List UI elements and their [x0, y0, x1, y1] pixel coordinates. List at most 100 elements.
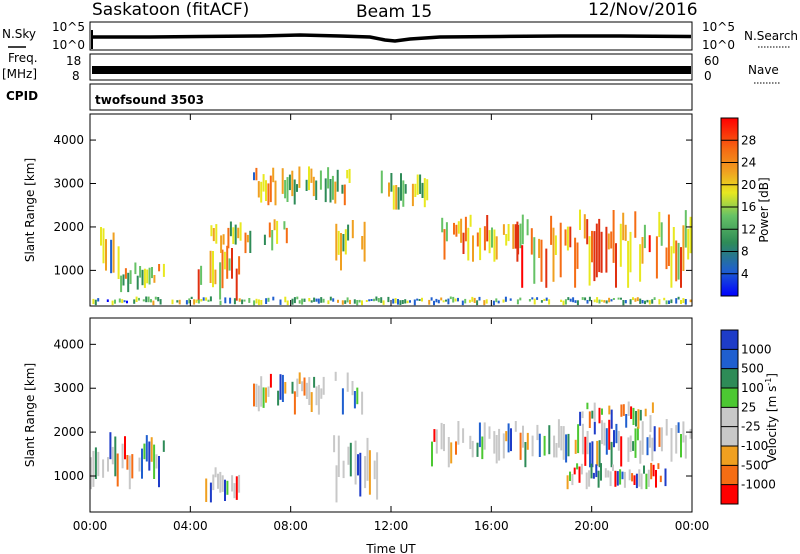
- velocity-echo-mark: [531, 435, 534, 457]
- power-echo-mark: [610, 231, 613, 249]
- power-echo-mark: [648, 300, 651, 305]
- power-echo-mark: [493, 229, 496, 262]
- power-echo-mark: [370, 299, 373, 301]
- power-echo-mark: [689, 216, 692, 254]
- velocity-colorbar-label: Velocity [m s-1]: [764, 373, 779, 463]
- velocity-cb-block: [721, 446, 738, 466]
- velocity-echo-mark: [639, 440, 642, 464]
- power-echo-mark: [447, 298, 450, 305]
- velocity-echo-mark: [124, 436, 126, 460]
- power-echo-mark: [337, 299, 339, 303]
- power-echo-mark: [291, 298, 294, 305]
- power-echo-mark: [243, 299, 246, 302]
- power-echo-mark: [317, 298, 320, 304]
- power-echo-mark: [421, 182, 424, 198]
- velocity-echo-mark: [590, 463, 593, 479]
- nsearch-label: N.Search: [744, 29, 798, 43]
- power-echo-mark: [519, 297, 522, 301]
- power-echo-mark: [296, 296, 299, 300]
- power-echo-mark: [516, 221, 519, 262]
- velocity-echo-mark: [566, 475, 569, 490]
- power-echo-mark: [146, 269, 149, 284]
- velocity-echo-mark: [364, 456, 367, 489]
- velocity-echo-mark: [608, 405, 611, 415]
- power-echo-mark: [651, 299, 654, 304]
- power-echo-mark: [608, 297, 611, 303]
- power-echo-mark: [629, 299, 632, 305]
- power-echo-mark: [576, 242, 579, 269]
- beam-label: Beam 15: [356, 2, 432, 22]
- velocity-echo-mark: [616, 471, 619, 486]
- velocity-echo-mark: [641, 421, 644, 455]
- velocity-colorbar: [720, 329, 739, 505]
- power-echo-mark: [248, 298, 251, 303]
- velocity-echo-mark: [320, 388, 323, 399]
- velocity-echo-mark: [664, 468, 667, 487]
- velocity-echo-mark: [603, 422, 606, 446]
- freq-label: Freq.: [8, 51, 38, 65]
- velocity-x-axis: 00:00 04:00 08:00 12:00 16:00 20:00 00:00: [73, 318, 709, 533]
- velocity-echo-mark: [478, 422, 481, 448]
- velocity-echo-mark: [622, 404, 625, 416]
- power-echo-mark: [152, 300, 155, 306]
- velocity-echo-mark: [567, 433, 570, 457]
- power-echo-mark: [586, 219, 589, 245]
- velocity-echo-mark: [267, 386, 270, 397]
- power-echo-mark: [114, 299, 116, 304]
- power-echo-mark: [483, 300, 486, 306]
- date-label: 12/Nov/2016: [588, 0, 698, 20]
- velocity-echo-mark: [121, 443, 124, 469]
- velocity-echo-mark: [578, 466, 581, 483]
- power-echo-mark: [675, 298, 678, 304]
- velocity-echo-mark: [665, 419, 668, 436]
- velocity-echo-mark: [524, 442, 527, 468]
- power-echo-mark: [112, 232, 115, 273]
- velocity-echo-mark: [155, 454, 158, 469]
- power-echo-mark: [279, 299, 282, 305]
- velocity-echo-mark: [291, 381, 294, 394]
- power-echo-mark: [545, 297, 548, 301]
- power-echo-mark: [559, 222, 562, 278]
- power-echo-mark: [238, 256, 241, 275]
- power-echo-mark: [382, 300, 385, 305]
- velocity-echo-mark: [596, 440, 599, 466]
- velocity-echo-mark: [585, 472, 588, 490]
- power-echo-mark: [605, 226, 608, 273]
- velocity-echo-mark: [354, 440, 357, 485]
- power-echo-mark: [135, 296, 138, 302]
- power-echo-mark: [588, 236, 591, 286]
- power-echo-mark: [118, 298, 121, 303]
- velocity-echo-mark: [483, 422, 486, 450]
- power-echo-mark: [473, 297, 476, 303]
- power-echo-mark: [329, 296, 332, 301]
- power-echo-mark: [540, 239, 543, 282]
- velocity-echo-mark: [296, 378, 299, 397]
- velocity-echo-mark: [651, 402, 654, 413]
- power-echo-mark: [445, 222, 448, 242]
- power-echo-mark: [377, 298, 380, 303]
- power-echo-mark: [505, 234, 508, 246]
- velocity-y-axis: 1000 2000 3000 4000: [53, 337, 692, 483]
- power-echo-mark: [684, 210, 687, 248]
- power-echo-mark: [665, 247, 668, 270]
- power-echo-mark: [579, 209, 581, 230]
- velocity-echo-mark: [650, 462, 653, 480]
- power-echo-mark: [526, 219, 529, 236]
- velocity-echo-mark: [670, 428, 673, 462]
- power-echo-mark: [680, 247, 682, 288]
- power-echo-mark: [560, 299, 563, 302]
- velocity-echo-mark: [333, 435, 336, 453]
- power-echo-mark: [472, 235, 474, 262]
- velocity-echo-mark: [162, 440, 165, 452]
- velocity-echo-mark: [502, 433, 505, 459]
- velocity-cb-tick-label: -500: [741, 458, 768, 472]
- velocity-echo-mark: [90, 457, 92, 490]
- nave-label: Nave: [748, 63, 779, 77]
- velocity-colorbar-ticks: 1000 500 100 25 -25 -100 -500 -1000: [721, 342, 776, 492]
- power-echo-mark: [569, 298, 572, 302]
- power-echo-mark: [298, 166, 301, 188]
- velocity-echo-mark: [555, 443, 558, 458]
- velocity-echo-mark: [131, 454, 134, 479]
- velocity-echo-mark: [235, 476, 238, 500]
- velocity-echo-mark: [628, 469, 631, 481]
